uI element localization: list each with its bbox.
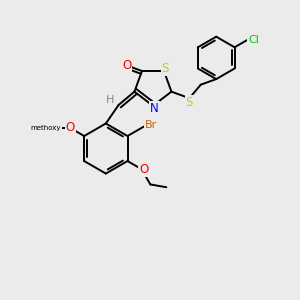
Text: O: O xyxy=(122,59,131,72)
Text: Br: Br xyxy=(144,120,157,130)
Text: S: S xyxy=(162,62,169,75)
Text: H: H xyxy=(106,94,115,105)
Text: N: N xyxy=(150,102,159,115)
Text: S: S xyxy=(186,95,193,109)
Text: O: O xyxy=(65,122,75,134)
Text: methoxy: methoxy xyxy=(31,125,61,131)
Text: Cl: Cl xyxy=(248,35,259,45)
Text: O: O xyxy=(139,163,148,176)
